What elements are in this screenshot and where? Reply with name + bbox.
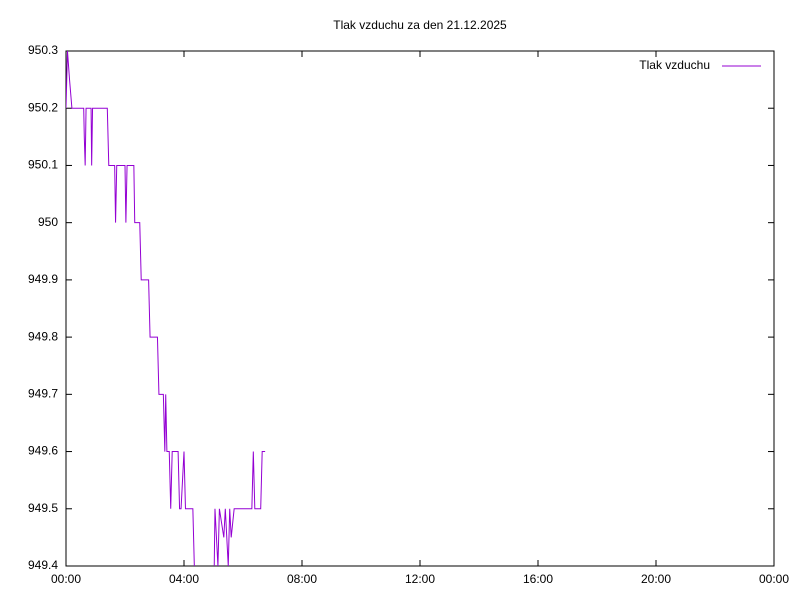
- y-tick-label: 949.6: [28, 444, 58, 458]
- y-tick-label: 949.4: [28, 558, 58, 572]
- y-tick-label: 950: [38, 215, 58, 229]
- y-tick-label: 949.9: [28, 272, 58, 286]
- y-tick-label: 950.3: [28, 43, 58, 57]
- x-tick-label: 20:00: [641, 572, 671, 586]
- x-tick-label: 00:00: [759, 572, 789, 586]
- x-tick-label: 00:00: [51, 572, 81, 586]
- y-tick-label: 949.7: [28, 387, 58, 401]
- x-tick-label: 04:00: [169, 572, 199, 586]
- x-tick-label: 08:00: [287, 572, 317, 586]
- chart-title: Tlak vzduchu za den 21.12.2025: [333, 18, 507, 32]
- x-tick-label: 16:00: [523, 572, 553, 586]
- data-line: [66, 51, 266, 566]
- y-tick-label: 949.5: [28, 501, 58, 515]
- legend-label: Tlak vzduchu: [639, 58, 710, 72]
- x-tick-label: 12:00: [405, 572, 435, 586]
- plot-frame: [65, 50, 775, 567]
- y-tick-label: 950.1: [28, 158, 58, 172]
- y-tick-label: 950.2: [28, 100, 58, 114]
- y-tick-label: 949.8: [28, 329, 58, 343]
